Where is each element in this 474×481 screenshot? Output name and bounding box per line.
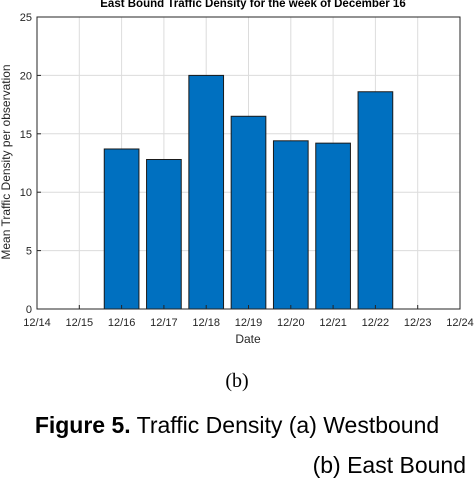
y-tick-label: 20 [20,70,32,82]
bar [230,115,267,310]
x-tick-label: 12/15 [66,317,94,329]
x-tick-label: 12/22 [362,317,390,329]
figure-caption-line-2: (b) East Bound [312,452,466,478]
y-tick-label: 5 [26,246,32,258]
x-tick-label: 12/24 [446,317,474,329]
x-tick-label: 12/20 [277,317,305,329]
bar [272,140,309,310]
x-tick-label: 12/16 [108,317,136,329]
chart-title: East Bound Traffic Density for the week … [100,0,405,10]
x-tick-label: 12/21 [319,317,347,329]
figure-number: Figure 5. [34,412,131,438]
x-tick-label: 12/19 [235,317,263,329]
y-axis-ticks: 0 5 10 15 20 25 [20,12,41,316]
y-axis-label: Mean Traffic Density per observation [0,64,13,259]
bar [103,148,140,310]
bar [146,158,182,310]
x-axis-ticks: 12/14 12/15 12/16 12/17 12/18 12/19 12/20 12/21… [23,305,474,329]
y-tick-label: 0 [26,304,32,316]
y-tick-label: 25 [20,12,32,24]
subfigure-label: (b) [225,370,249,392]
bar [315,142,351,310]
x-tick-label: 12/23 [404,317,432,329]
figure-caption-text: Traffic Density (a) Westbound [136,412,440,438]
y-tick-label: 15 [20,129,32,141]
x-axis-label: Date [235,332,261,346]
bars [103,74,394,310]
x-tick-label: 12/18 [192,317,220,329]
figure-caption-line-1: Figure 5. Traffic Density (a) Westbound [0,412,474,439]
x-tick-label: 12/17 [150,317,178,329]
y-tick-label: 10 [20,187,32,199]
bar [188,74,225,310]
x-tick-label: 12/14 [23,317,51,329]
bar [357,91,394,310]
